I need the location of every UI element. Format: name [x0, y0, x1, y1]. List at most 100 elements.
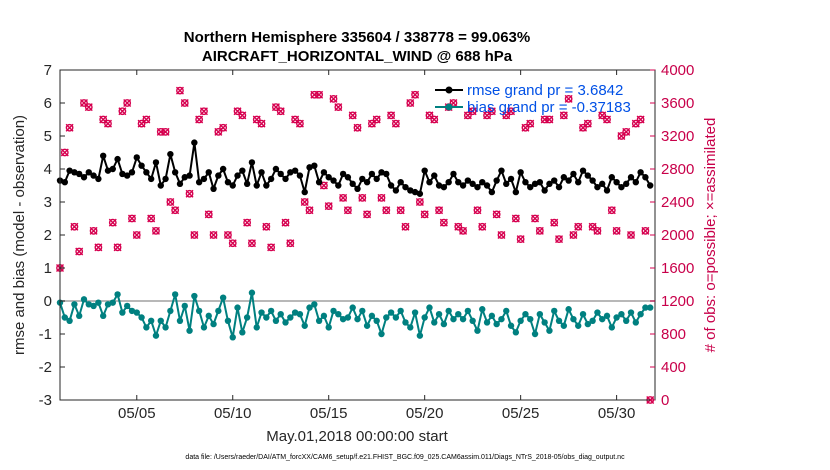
obs-possible-marker — [176, 86, 184, 95]
rmse-point — [61, 179, 68, 186]
rmse-point — [205, 169, 212, 176]
obs-possible-marker — [627, 231, 635, 239]
rmse-point — [632, 179, 640, 186]
bias-point — [517, 317, 524, 324]
obs-possible-marker — [598, 111, 607, 120]
bias-point — [71, 301, 78, 308]
obs-possible-marker — [344, 206, 352, 215]
obs-possible-marker — [516, 235, 525, 244]
rmse-point — [258, 169, 265, 176]
obs-possible-marker — [296, 119, 304, 128]
obs-assimilated-marker — [516, 235, 525, 244]
bias-point — [551, 307, 558, 315]
bias-point — [186, 327, 193, 334]
rmse-point — [483, 182, 491, 189]
obs-assimilated-marker — [478, 222, 487, 231]
bias-point — [315, 317, 323, 324]
bias-point — [570, 315, 577, 323]
rmse-point — [647, 182, 654, 189]
obs-assimilated-marker — [171, 206, 180, 215]
x-tick-label: 05/05 — [118, 405, 156, 422]
right-tick-label: 4000 — [661, 62, 694, 79]
chart-title: Northern Hemisphere 335604 / 338778 = 99… — [184, 29, 530, 46]
obs-possible-marker — [200, 107, 208, 116]
right-tick-label: 2000 — [661, 227, 694, 244]
rmse-point — [114, 155, 121, 163]
bias-point — [589, 317, 596, 324]
obs-possible-marker — [391, 119, 400, 128]
chart-subtitle: AIRCRAFT_HORIZONTAL_WIND @ 688 hPa — [202, 48, 513, 65]
obs-assimilated-marker — [607, 206, 616, 215]
rmse-point — [474, 183, 481, 191]
rmse-point — [339, 170, 347, 178]
obs-assimilated-marker — [166, 198, 175, 206]
left-axis-ticks: -3 -2 -1 0 1 2 3 4 5 6 7 — [39, 62, 65, 409]
bias-point — [464, 307, 472, 315]
rmse-point — [627, 174, 635, 181]
rmse-point — [440, 183, 448, 191]
bias-point — [368, 312, 376, 320]
obs-assimilated-marker — [147, 214, 156, 223]
rmse-point — [397, 179, 404, 186]
rmse-point — [138, 162, 145, 169]
rmse-point — [267, 175, 275, 183]
rmse-point — [85, 169, 92, 176]
obs-possible-marker — [324, 202, 333, 211]
rmse-point — [373, 175, 380, 183]
obs-assimilated-marker — [622, 127, 631, 136]
bias-point — [378, 330, 385, 338]
bias-point — [335, 311, 342, 318]
obs-possible-marker — [267, 243, 276, 252]
obs-assimilated-marker — [492, 210, 501, 219]
left-tick-label: -1 — [39, 326, 52, 343]
obs-possible-marker — [569, 231, 578, 239]
obs-assimilated-marker — [377, 193, 386, 202]
rmse-point — [80, 174, 88, 181]
obs-possible-marker — [118, 107, 127, 116]
obs-assimilated-marker — [262, 222, 271, 231]
obs-assimilated-marker — [348, 111, 357, 120]
bias-point — [210, 320, 217, 328]
obs-assimilated-marker — [132, 231, 141, 239]
bias-point — [248, 289, 256, 296]
obs-assimilated-marker — [569, 231, 578, 239]
rmse-point — [623, 180, 630, 188]
rmse-point — [157, 182, 164, 189]
bias-point — [296, 311, 304, 318]
bias-point — [263, 314, 270, 321]
obs-possible-marker — [435, 206, 443, 215]
obs-assimilated-marker — [161, 127, 170, 136]
obs-assimilated-marker — [151, 226, 160, 235]
bias-point — [527, 315, 534, 323]
rmse-point — [383, 170, 390, 178]
bias-point — [623, 317, 630, 324]
obs-possible-marker — [555, 235, 563, 244]
obs-possible-marker — [502, 111, 511, 120]
obs-possible-marker — [415, 198, 424, 206]
obs-possible-marker — [473, 206, 482, 215]
right-tick-label: 3600 — [661, 95, 694, 112]
obs-possible-marker — [574, 222, 583, 231]
bias-point — [445, 307, 452, 315]
obs-assimilated-marker — [175, 86, 184, 95]
bias-point — [560, 322, 568, 329]
rmse-point — [195, 179, 203, 186]
obs-assimilated-marker — [545, 115, 554, 124]
obs-assimilated-marker — [300, 198, 309, 206]
obs-possible-marker — [641, 226, 650, 235]
bias-point — [90, 302, 97, 310]
obs-assimilated-marker — [627, 231, 636, 239]
bias-point — [498, 315, 505, 323]
rmse-point — [311, 162, 318, 169]
bias-point — [229, 334, 236, 341]
rmse-point — [459, 182, 467, 189]
obs-possible-marker — [459, 226, 467, 235]
obs-assimilated-marker — [363, 210, 372, 219]
obs-assimilated-marker — [415, 198, 424, 206]
rmse-point — [479, 179, 486, 186]
x-tick-label: 05/20 — [406, 405, 444, 422]
obs-possible-marker — [233, 107, 242, 116]
obs-assimilated-marker — [507, 107, 516, 116]
obs-possible-marker — [531, 214, 539, 223]
x-tick-label: 05/15 — [310, 405, 348, 422]
